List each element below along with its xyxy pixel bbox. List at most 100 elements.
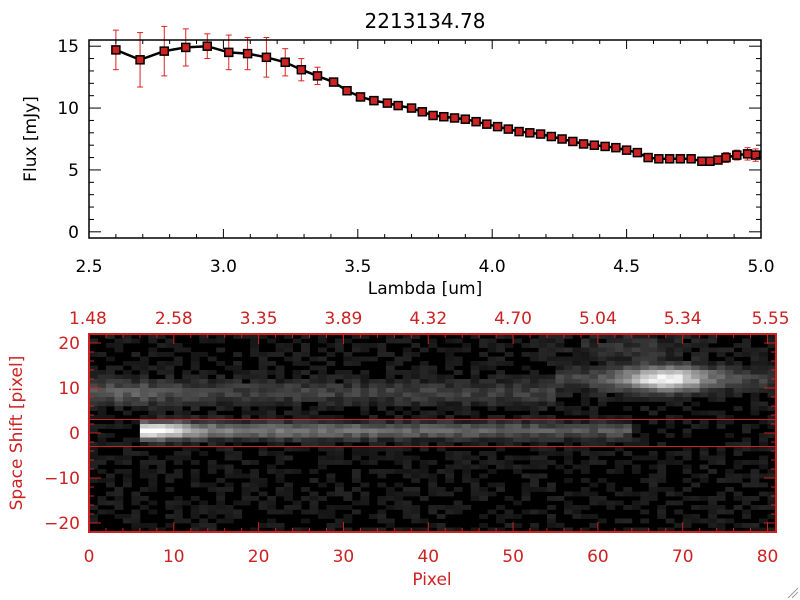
heatmap-cell	[207, 428, 217, 434]
heatmap-cell	[716, 347, 726, 353]
heatmap-cell	[318, 415, 327, 420]
heatmap-cell	[470, 424, 480, 429]
heatmap-cell	[470, 334, 480, 339]
heatmap-cell	[436, 491, 446, 497]
heatmap-cell	[691, 379, 701, 384]
heatmap-cell	[580, 491, 590, 497]
resize-grip-icon[interactable]	[787, 587, 799, 599]
heatmap-cell	[496, 370, 505, 375]
heatmap-cell	[665, 527, 675, 533]
heatmap-cell	[470, 370, 480, 375]
heatmap-cell	[351, 455, 361, 461]
heatmap-cell	[292, 352, 302, 357]
heatmap-cell	[513, 338, 522, 344]
heatmap-cell	[114, 491, 124, 497]
heatmap-cell	[725, 487, 734, 492]
heatmap-cell	[496, 433, 505, 438]
heatmap-cell	[411, 397, 421, 402]
heatmap-cell	[563, 424, 573, 429]
heatmap-cell	[538, 509, 548, 515]
heatmap-cell	[173, 419, 183, 425]
heatmap-cell	[241, 424, 251, 429]
heatmap-cell	[589, 370, 599, 375]
heatmap-cell	[267, 338, 276, 344]
heatmap-cell	[496, 464, 505, 470]
heatmap-cell	[453, 487, 463, 492]
heatmap-cell	[606, 433, 616, 438]
heatmap-cell	[97, 388, 107, 393]
heatmap-cell	[190, 392, 200, 398]
heatmap-cell	[258, 433, 268, 438]
heatmap-cell	[275, 455, 285, 461]
heatmap-cell	[233, 419, 243, 425]
heatmap-cell	[301, 487, 310, 492]
heatmap-cell	[589, 410, 599, 416]
heatmap-cell	[496, 518, 505, 524]
heatmap-cell	[419, 527, 429, 533]
heatmap-cell	[716, 455, 726, 461]
heatmap-cell	[97, 460, 107, 465]
heatmap-cell	[563, 383, 573, 389]
data-point	[439, 111, 449, 122]
heatmap-cell	[648, 496, 658, 501]
heatmap-cell	[436, 406, 446, 411]
heatmap-cell	[725, 374, 734, 380]
heatmap-cell	[343, 388, 353, 393]
heatmap-cell	[267, 469, 276, 474]
data-point	[328, 77, 339, 87]
heatmap-cell	[606, 469, 616, 474]
heatmap-cell	[445, 464, 455, 470]
data-point	[643, 152, 653, 163]
heatmap-cell	[699, 361, 709, 366]
heatmap-cell	[165, 392, 175, 398]
heatmap-cell	[97, 383, 107, 389]
heatmap-cell	[563, 379, 573, 384]
heatmap-cell	[343, 496, 353, 501]
heatmap-cell	[648, 473, 658, 479]
heatmap-cell	[648, 410, 658, 416]
heatmap-cell	[368, 397, 378, 402]
heatmap-cell	[759, 419, 768, 425]
heatmap-cell	[402, 401, 412, 407]
heatmap-cell	[377, 347, 387, 353]
heatmap-cell	[199, 451, 209, 456]
heatmap-cell	[597, 460, 607, 465]
heatmap-cell	[411, 374, 421, 380]
heatmap-cell	[394, 442, 404, 447]
heatmap-cell	[122, 446, 132, 452]
heatmap-cell	[318, 464, 327, 470]
data-point	[471, 116, 481, 127]
heatmap-cell	[351, 383, 361, 389]
heatmap-cell	[699, 374, 709, 380]
heatmap-cell	[479, 419, 489, 425]
heatmap-cell	[402, 424, 412, 429]
heatmap-cell	[411, 428, 421, 434]
heatmap-cell	[521, 424, 531, 429]
heatmap-cell	[742, 482, 751, 488]
top-wavelength-label: 3.35	[240, 309, 278, 329]
heatmap-cell	[479, 451, 489, 456]
heatmap-cell	[148, 424, 158, 429]
heatmap-cell	[428, 401, 438, 407]
heatmap-cell	[733, 505, 743, 510]
heatmap-cell	[131, 509, 141, 515]
heatmap-cell	[368, 442, 378, 447]
heatmap-cell	[606, 482, 616, 488]
heatmap-cell	[89, 365, 98, 371]
heatmap-cell	[648, 352, 658, 357]
heatmap-cell	[445, 401, 455, 407]
heatmap-cell	[563, 469, 573, 474]
heatmap-cell	[513, 392, 522, 398]
heatmap-cell	[165, 343, 175, 348]
heatmap-cell	[139, 496, 149, 501]
heatmap-cell	[351, 334, 361, 339]
heatmap-cell	[309, 509, 319, 515]
heatmap-cell	[733, 343, 743, 348]
heatmap-cell	[275, 401, 285, 407]
heatmap-cell	[708, 379, 718, 384]
heatmap-cell	[648, 370, 658, 375]
heatmap-cell	[479, 437, 489, 443]
heatmap-cell	[674, 343, 684, 348]
heatmap-cell	[538, 433, 548, 438]
heatmap-cell	[708, 370, 718, 375]
